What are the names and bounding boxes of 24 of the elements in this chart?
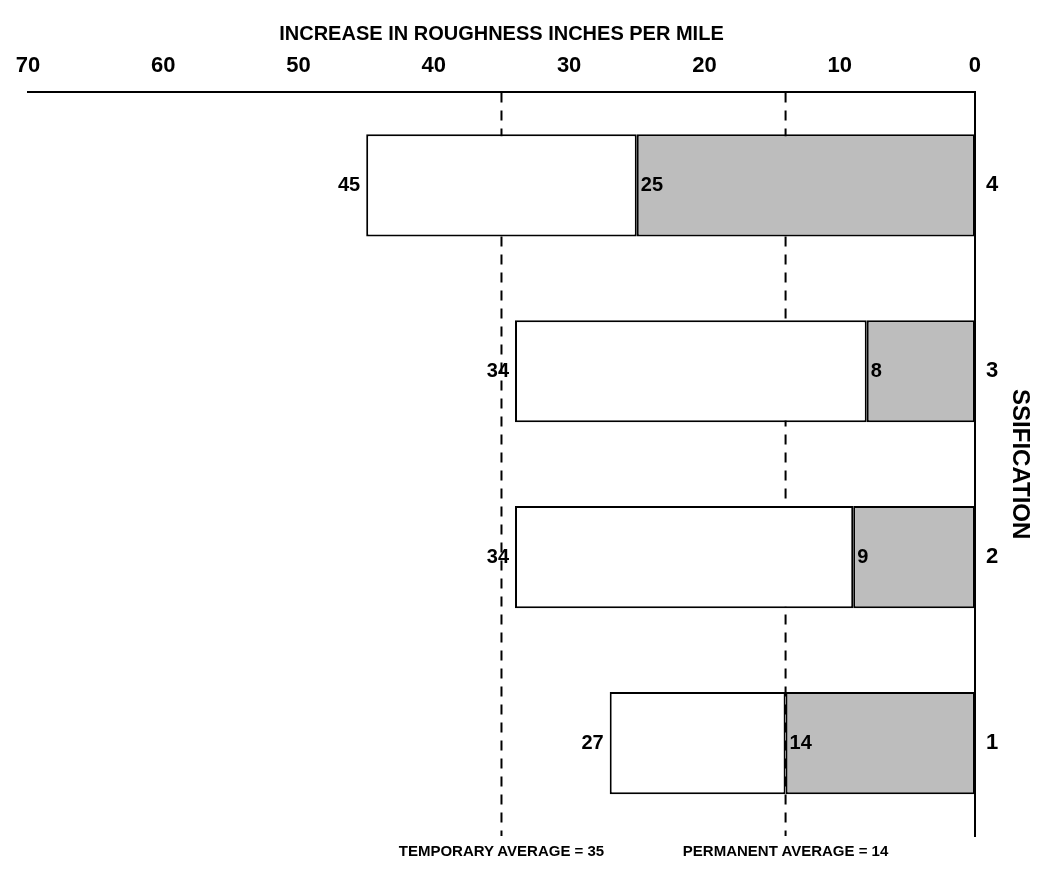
x-tick-label: 70	[15, 52, 41, 78]
ref-line-label: TEMPORARY AVERAGE = 35	[398, 841, 605, 859]
y-tick-label: 2	[985, 543, 999, 569]
total-label: 34	[486, 544, 510, 567]
x-tick-label: 50	[286, 52, 311, 78]
x-tick-label: 40	[421, 52, 447, 78]
y-tick-label: 4	[985, 171, 999, 197]
y-tick-label: 1	[985, 729, 999, 755]
y-axis-title: SSIFICATION	[1007, 389, 1035, 540]
total-label: 34	[486, 358, 510, 381]
x-tick-label: 30	[556, 52, 582, 78]
ref-line-label: PERMANENT AVERAGE = 14	[682, 841, 889, 859]
data-label: 14	[789, 730, 813, 753]
y-tick-label: 3	[985, 357, 999, 383]
data-label: 9	[857, 544, 869, 567]
data-label: 25	[640, 172, 664, 195]
x-tick-label: 60	[151, 52, 176, 78]
total-label: 27	[581, 730, 604, 753]
x-axis-title: INCREASE IN ROUGHNESS INCHES PER MILE	[279, 21, 724, 44]
x-tick-label: 0	[968, 52, 982, 78]
total-label: 45	[337, 172, 361, 195]
x-tick-label: 20	[692, 52, 717, 78]
data-label: 8	[870, 358, 882, 381]
x-tick-label: 10	[827, 52, 852, 78]
